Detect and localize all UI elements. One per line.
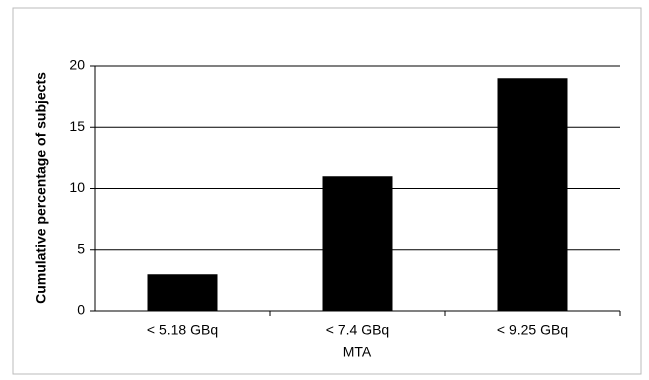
y-tick-label: 5 xyxy=(77,240,85,256)
bar-annotation: 8% xyxy=(347,191,368,207)
y-tick-label: 0 xyxy=(77,302,85,318)
y-tick-label: 10 xyxy=(69,179,85,195)
y-axis-title: Cumulative percentage of subjects xyxy=(33,72,49,304)
bar xyxy=(147,274,218,311)
x-tick-label: < 9.25 GBq xyxy=(497,322,568,338)
bar-annotation: 19% xyxy=(518,93,547,109)
y-tick-label: 15 xyxy=(69,118,85,134)
bar xyxy=(497,78,568,311)
chart-frame xyxy=(12,7,642,375)
x-tick-label: < 5.18 GBq xyxy=(147,322,218,338)
x-axis-title: MTA xyxy=(343,344,372,360)
y-tick-label: 20 xyxy=(69,57,85,73)
bar xyxy=(322,176,393,311)
x-tick-label: < 7.4 GBq xyxy=(326,322,389,338)
